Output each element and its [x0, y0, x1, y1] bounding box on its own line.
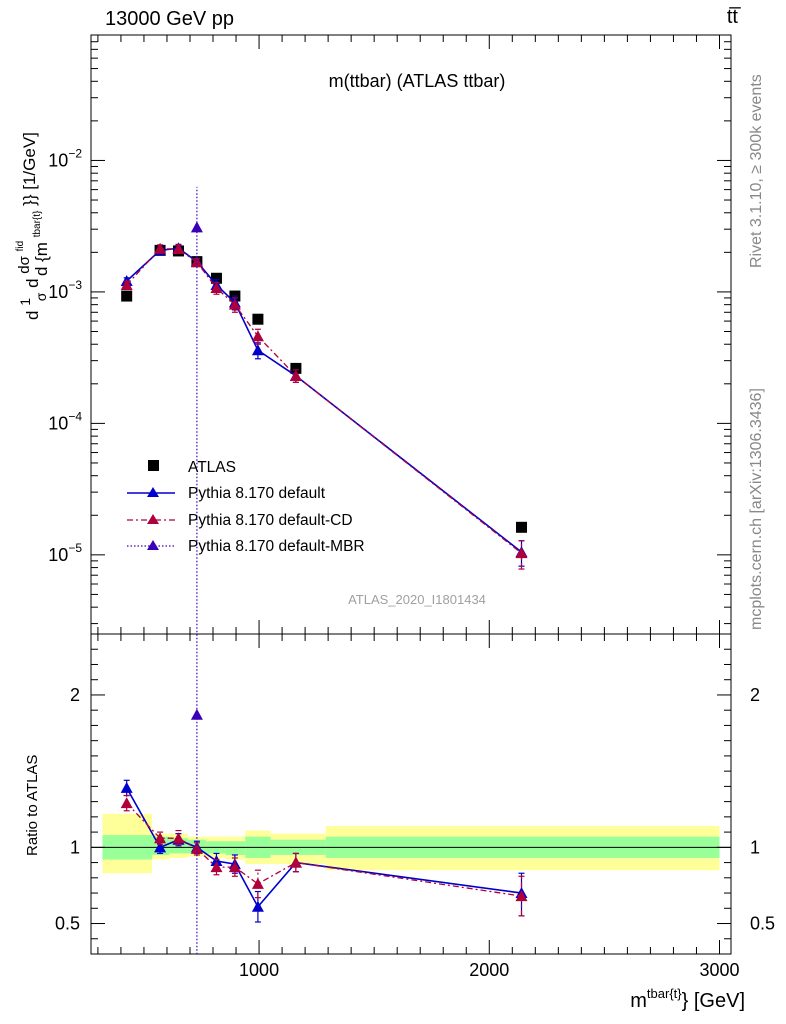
main-marker-cd	[154, 242, 167, 254]
plot-title: m(ttbar) (ATLAS ttbar)	[329, 71, 506, 91]
legend-marker-atlas	[148, 460, 159, 471]
y-tick-label-exponent: −5	[68, 541, 82, 555]
ylabel-frac-num1: 1	[17, 298, 33, 306]
main-series	[120, 186, 528, 634]
y-tick-label-mantissa: 10	[48, 282, 68, 302]
legend-marker-mbr	[147, 540, 159, 550]
y-tick-label-main: 10−4	[48, 409, 82, 433]
y-tick-label-ratio-right: 1	[750, 837, 760, 857]
ratio-marker-default	[120, 781, 133, 793]
y-tick-label-mantissa: 10	[48, 545, 68, 565]
axis-ticks	[91, 34, 731, 954]
ratio-marker-default	[154, 841, 167, 853]
main-marker-cd	[120, 278, 133, 290]
main-marker-cd	[190, 256, 203, 268]
y-tick-label-exponent: −2	[68, 146, 82, 160]
xlabel-unit: } [GeV]	[682, 990, 745, 1012]
rivet-version-text: Rivet 3.1.10, ≥ 300k events	[748, 74, 765, 268]
main-line-cd	[126, 248, 522, 554]
band-inner	[225, 841, 246, 855]
xlabel-m: m	[630, 990, 647, 1012]
x-axis-label: mtbar{t}} [GeV]	[630, 986, 745, 1012]
ylabel-unit: }} [1/GeV]	[20, 132, 39, 206]
main-marker-cd	[251, 330, 264, 342]
ylabel-dsigma: dσ	[16, 255, 33, 273]
svg-text:d 1 σ d: d 1 σ d dσ fid d {m tbar{t} }} [1/GeV]	[8, 132, 51, 320]
y-tick-label-main: 10−2	[48, 146, 82, 170]
legend-marker-default	[147, 487, 159, 497]
y-tick-label-main: 10−5	[48, 541, 82, 565]
ylabel-d1: d	[23, 311, 42, 320]
main-marker-cd	[172, 243, 185, 255]
y-tick-label-main: 10−3	[48, 278, 82, 302]
legend: ATLAS Pythia 8.170 default Pythia 8.170 …	[127, 459, 365, 555]
main-marker-mbr	[190, 221, 203, 233]
main-marker-cd	[289, 369, 302, 381]
main-atlas-point	[290, 362, 302, 374]
xlabel-sup: tbar{t}	[647, 986, 682, 1001]
ratio-marker-cd	[210, 861, 223, 873]
ratio-marker-default	[251, 900, 264, 912]
ratio-marker-cd	[289, 856, 302, 868]
y-tick-label-ratio-left: 1	[70, 837, 80, 857]
y-tick-label-ratio-right: 0.5	[750, 914, 775, 934]
ratio-marker-cd	[120, 797, 133, 809]
x-tick-label: 3000	[699, 960, 739, 980]
main-marker-cd	[210, 282, 223, 294]
ylabel-frac-den1: σ	[33, 292, 49, 301]
x-tick-label: 1000	[239, 960, 279, 980]
ylabel-sub: tbar{t}	[32, 210, 43, 237]
ratio-marker-cd	[515, 890, 528, 902]
x-tick-label: 2000	[469, 960, 509, 980]
y-tick-label-ratio-right: 2	[750, 685, 760, 705]
y-tick-label-ratio-left: 2	[70, 685, 80, 705]
ylabel-dm: d {m	[32, 242, 51, 276]
main-atlas-point	[252, 313, 264, 325]
y-axis-label-ratio: Ratio to ATLAS	[24, 755, 41, 856]
main-atlas-point	[210, 272, 222, 284]
y-tick-label-exponent: −4	[68, 409, 82, 423]
ylabel-fid: fid	[15, 241, 26, 252]
main-panel-frame	[90, 34, 732, 635]
main-atlas-point	[121, 290, 133, 302]
y-tick-label-mantissa: 10	[48, 413, 68, 433]
ratio-marker-cd	[154, 832, 167, 844]
main-marker-cd	[515, 547, 528, 559]
legend-label-cd: Pythia 8.170 default-CD	[188, 512, 353, 529]
y-tick-label-exponent: −3	[68, 278, 82, 292]
ratio-uncertainty-bands	[102, 813, 720, 874]
legend-label-atlas: ATLAS	[188, 459, 236, 476]
energy-label: 13000 GeV pp	[105, 8, 234, 30]
ratio-marker-cd	[228, 861, 241, 873]
main-marker-cd	[228, 298, 241, 310]
y-axis-label-main: d 1 σ d dσ fid d {m tbar{t} }} [1/GeV]	[8, 132, 51, 320]
ratio-marker-mbr	[190, 708, 203, 720]
ratio-panel-frame	[90, 633, 732, 955]
ratio-series	[120, 634, 528, 954]
y-tick-label-ratio-left: 0.5	[55, 914, 80, 934]
main-atlas-point	[516, 521, 528, 533]
legend-marker-cd	[147, 514, 159, 524]
legend-label-mbr: Pythia 8.170 default-MBR	[188, 538, 365, 555]
mcplots-reference-text: mcplots.cern.ch [arXiv:1306.3436]	[748, 388, 765, 630]
process-label: tt̅	[726, 6, 738, 28]
ylabel-d2: d	[23, 278, 42, 287]
y-tick-label-mantissa: 10	[48, 150, 68, 170]
main-marker-default	[251, 344, 264, 356]
analysis-watermark: ATLAS_2020_I1801434	[348, 592, 486, 607]
ratio-marker-cd	[172, 832, 185, 844]
legend-label-default: Pythia 8.170 default	[188, 485, 326, 502]
ratio-marker-cd	[251, 877, 264, 889]
